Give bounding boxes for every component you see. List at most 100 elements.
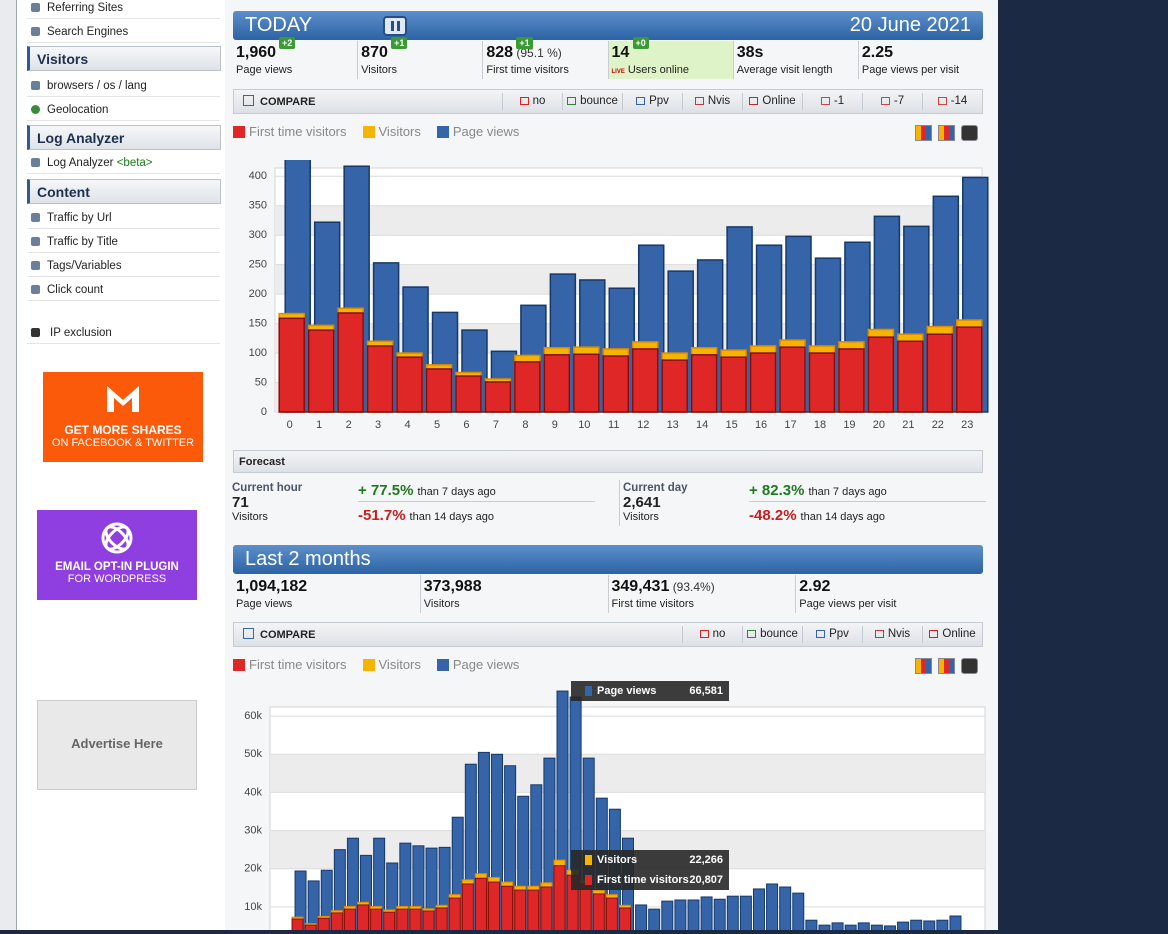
compare-option[interactable]: -7 xyxy=(862,93,922,110)
bar xyxy=(491,753,504,930)
tooltip-value: 66,581 xyxy=(689,685,723,697)
legend-item[interactable]: Page views xyxy=(436,124,519,139)
legend-item[interactable]: Visitors xyxy=(362,124,421,139)
bar xyxy=(726,895,739,930)
compare-option[interactable]: no xyxy=(502,93,562,110)
bar xyxy=(386,862,399,930)
bar xyxy=(294,870,307,930)
legend-label: Visitors xyxy=(378,124,421,139)
compare-option[interactable]: Nvis xyxy=(862,626,922,643)
tool-icon[interactable] xyxy=(961,125,978,141)
ad-shares[interactable]: GET MORE SHARES ON FACEBOOK & TWITTER xyxy=(43,372,203,462)
option-label: -1 xyxy=(833,95,845,107)
today-header: TODAY 20 June 2021 xyxy=(233,11,983,40)
stat-label-row: Page views per visit xyxy=(799,598,980,610)
compare-option[interactable]: bounce xyxy=(562,93,622,110)
stat-value: 349,431 xyxy=(611,578,670,595)
bar xyxy=(844,924,857,930)
option-label: Online xyxy=(942,628,976,640)
nav-item[interactable]: Click count xyxy=(27,279,220,301)
bar xyxy=(720,356,747,413)
tooltip-value: 20,807 xyxy=(689,874,723,886)
stat-label-row: Visitors xyxy=(361,64,479,76)
tool-icon[interactable] xyxy=(961,658,978,674)
nav-label: Traffic by Title xyxy=(47,236,118,248)
x-tick-label: 23 xyxy=(961,419,973,431)
stat-cell: 1,094,182 Page views xyxy=(233,575,420,613)
forecast-unit: Visitors xyxy=(232,511,268,523)
forecast-label: Current day xyxy=(623,482,688,494)
nav-item[interactable]: Traffic by Title xyxy=(27,231,220,253)
compare-title: COMPARE xyxy=(234,627,682,641)
nav-item[interactable]: Log Analyzer <beta> xyxy=(27,152,220,174)
nav-item[interactable]: Search Engines xyxy=(27,21,220,43)
nav-item[interactable]: browsers / os / lang xyxy=(27,75,220,97)
stat-value: 14 xyxy=(611,44,630,61)
compare-option[interactable]: Nvis xyxy=(682,93,742,110)
legend-item[interactable]: First time visitors xyxy=(233,124,347,139)
ad-optin[interactable]: EMAIL OPT-IN PLUGIN FOR WORDPRESS xyxy=(37,510,197,600)
option-label: bounce xyxy=(760,628,798,640)
pause-button[interactable] xyxy=(383,16,407,36)
y-tick-label: 200 xyxy=(249,288,267,300)
tooltip-name: Page views xyxy=(597,685,657,697)
compare-option[interactable]: -1 xyxy=(802,93,862,110)
tool-icon[interactable] xyxy=(915,125,932,141)
tooltip-name: Visitors xyxy=(597,854,638,866)
bar xyxy=(867,336,895,413)
stat-value: 870 xyxy=(361,44,388,61)
bar xyxy=(818,924,831,930)
section-header[interactable]: Visitors xyxy=(27,46,221,71)
stat-label-row: Average visit length xyxy=(737,64,855,76)
compare-option[interactable]: Online xyxy=(922,626,982,643)
stat-label: Visitors xyxy=(423,598,460,610)
bar xyxy=(602,355,630,413)
legend-item[interactable]: Visitors xyxy=(362,657,421,672)
section-header[interactable]: Content xyxy=(27,179,221,204)
nav-item[interactable]: Traffic by Url xyxy=(27,207,220,229)
y-tick-label: 100 xyxy=(249,347,267,359)
compare-option[interactable]: bounce xyxy=(742,626,802,643)
ad-placeholder[interactable]: Advertise Here xyxy=(37,700,197,790)
nav-item[interactable]: Referring Sites xyxy=(27,0,220,19)
compare-option[interactable]: Online xyxy=(742,93,802,110)
stat-label: Average visit length xyxy=(736,64,833,76)
bar xyxy=(448,897,461,930)
tool-icon[interactable] xyxy=(938,125,955,141)
compare-option[interactable]: no xyxy=(682,626,742,643)
bar xyxy=(373,837,386,930)
stat-value: 1,094,182 xyxy=(236,578,308,595)
stat-label-row: Visitors xyxy=(424,598,605,610)
bar xyxy=(291,918,304,930)
forecast-value: 71 xyxy=(232,494,249,511)
x-tick-label: 13 xyxy=(667,419,679,431)
nav-label: Tags/Variables xyxy=(47,260,122,272)
nav-item[interactable]: IP exclusion xyxy=(27,322,220,344)
nav-item[interactable]: Geolocation xyxy=(27,99,220,121)
tool-icon[interactable] xyxy=(915,658,932,674)
section-header[interactable]: Log Analyzer xyxy=(27,125,221,150)
compare-option[interactable]: -14 xyxy=(922,93,982,110)
nav-item[interactable]: Tags/Variables xyxy=(27,255,220,277)
y-tick-label: 300 xyxy=(249,229,267,241)
bar xyxy=(357,904,370,930)
legend-item[interactable]: First time visitors xyxy=(233,657,347,672)
bar xyxy=(425,368,453,413)
compare-option[interactable]: Ppv xyxy=(622,93,682,110)
tool-icon[interactable] xyxy=(938,658,955,674)
stat-extra: (93.4%) xyxy=(672,580,715,594)
compare-option[interactable]: Ppv xyxy=(802,626,862,643)
option-label: Nvis xyxy=(887,628,911,640)
y-tick-label: 250 xyxy=(249,259,267,271)
bar xyxy=(766,883,779,930)
forecast-day: Current day 2,641 Visitors xyxy=(623,482,688,523)
bar xyxy=(396,356,423,413)
option-icon xyxy=(820,97,830,105)
legend-item[interactable]: Page views xyxy=(436,657,519,672)
bar xyxy=(661,900,674,930)
stat-label: Page views per visit xyxy=(799,598,897,610)
stat-label: Visitors xyxy=(361,64,398,76)
forecast-change: -51.7% than 14 days ago xyxy=(358,507,494,524)
